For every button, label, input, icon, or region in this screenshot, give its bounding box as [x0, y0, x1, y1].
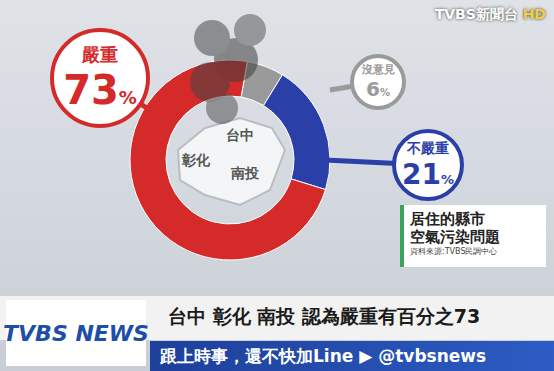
svg-text:彰化: 彰化	[181, 152, 211, 168]
html-text:台中 彰化 南投 認為嚴重有百分之73: 台中 彰化 南投 認為嚴重有百分之73	[168, 305, 481, 327]
html-text:跟上時事，還不快加Line ▶ @tvbsnews: 跟上時事，還不快加Line ▶ @tvbsnews	[160, 346, 487, 366]
svg-text:台中: 台中	[226, 127, 254, 143]
html-text:居住的縣市: 居住的縣市	[410, 210, 485, 228]
svg-text:嚴重: 嚴重	[81, 44, 118, 65]
svg-text:不嚴重: 不嚴重	[406, 140, 449, 156]
html-text:TVBS新聞台 HD: TVBS新聞台 HD	[434, 6, 546, 22]
svg-text:沒意見: 沒意見	[361, 63, 395, 76]
svg-text:6%: 6%	[366, 77, 390, 101]
html-text:資料來源:TVBS民調中心: 資料來源:TVBS民調中心	[410, 247, 498, 256]
svg-text:21%: 21%	[402, 158, 454, 191]
svg-text:73%: 73%	[63, 67, 137, 113]
html-text:TVBS NEWS: TVBS NEWS	[3, 320, 149, 346]
svg-text:南投: 南投	[230, 165, 260, 181]
html-text:空氣污染問題: 空氣污染問題	[410, 228, 500, 246]
